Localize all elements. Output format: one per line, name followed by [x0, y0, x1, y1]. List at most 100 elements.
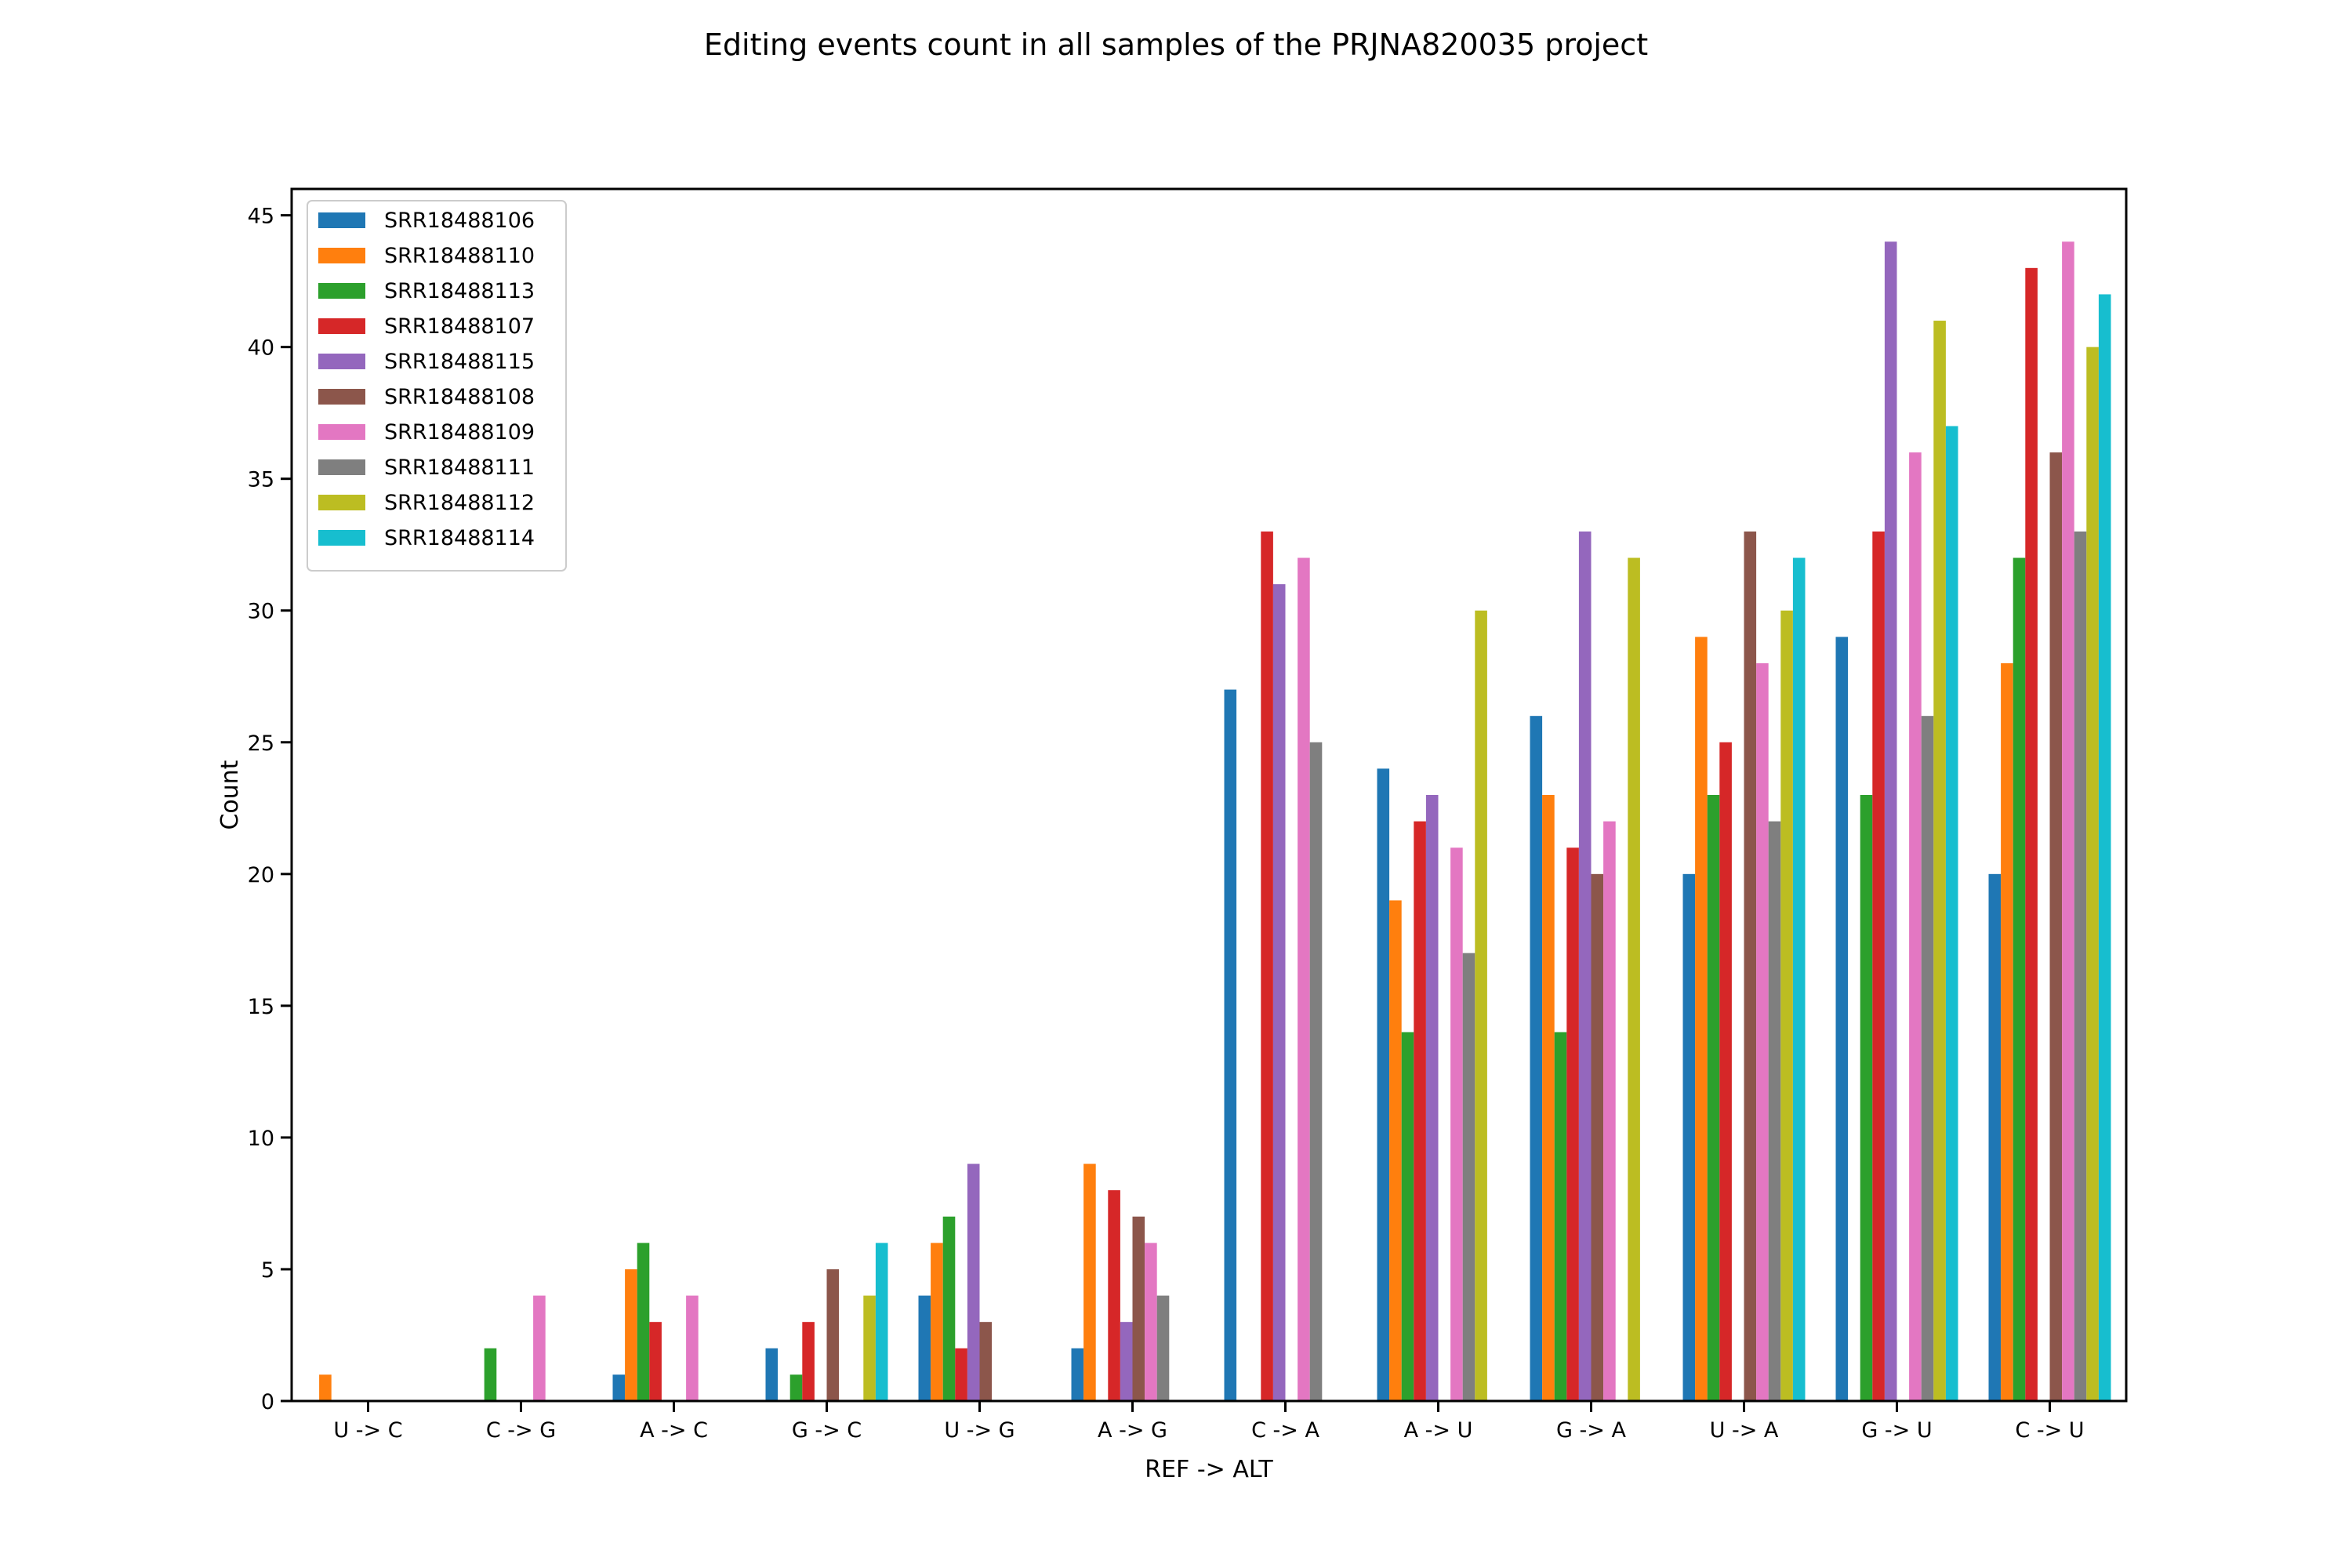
legend-box: [307, 200, 567, 572]
legend-label: SRR18488112: [384, 491, 535, 515]
bar-SRR18488114-11: [2098, 294, 2111, 1402]
x-tick-label: C -> G: [486, 1418, 556, 1443]
bar-SRR18488115-8: [1578, 531, 1592, 1402]
bar-SRR18488112-3: [863, 1295, 876, 1401]
legend-swatch: [318, 318, 365, 334]
legend: SRR18488106 SRR18488110 SRR18488113 SRR1848…: [307, 200, 567, 572]
bar-SRR18488110-7: [1389, 900, 1402, 1401]
x-tick-label: U -> A: [1710, 1418, 1779, 1443]
bar-SRR18488107-5: [1108, 1190, 1120, 1401]
bar-SRR18488112-7: [1475, 610, 1487, 1401]
x-axis-title: REF -> ALT: [1145, 1456, 1273, 1483]
x-tick-label: G -> A: [1556, 1418, 1626, 1443]
bar-SRR18488106-2: [612, 1374, 626, 1401]
x-tick-label: U -> C: [333, 1418, 402, 1443]
bar-SRR18488108-9: [1744, 531, 1757, 1402]
legend-label: SRR18488109: [384, 420, 535, 445]
bar-SRR18488113-7: [1401, 1032, 1414, 1401]
chart-title: Editing events count in all samples of t…: [704, 27, 1648, 62]
legend-label: SRR18488114: [384, 526, 535, 550]
bar-SRR18488106-4: [918, 1295, 931, 1401]
bar-SRR18488106-8: [1530, 716, 1543, 1401]
legend-swatch: [318, 248, 365, 263]
y-tick-label: 35: [248, 468, 274, 492]
legend-label: SRR18488113: [384, 279, 535, 303]
bar-SRR18488106-9: [1682, 873, 1696, 1401]
legend-swatch: [318, 389, 365, 405]
bar-SRR18488115-6: [1272, 584, 1286, 1401]
bar-SRR18488110-11: [2001, 662, 2013, 1401]
bar-SRR18488107-11: [2025, 267, 2038, 1402]
legend-swatch: [318, 530, 365, 546]
x-tick-label: G -> C: [792, 1418, 862, 1443]
y-tick-label: 30: [248, 600, 274, 624]
bar-SRR18488107-6: [1261, 531, 1273, 1402]
bar-SRR18488113-1: [484, 1348, 497, 1401]
bars-layer: [319, 241, 2111, 1402]
legend-label: SRR18488106: [384, 209, 535, 233]
bar-SRR18488106-3: [765, 1348, 779, 1401]
bar-SRR18488107-7: [1414, 821, 1426, 1401]
bar-SRR18488113-3: [789, 1374, 803, 1401]
bar-SRR18488110-0: [319, 1374, 332, 1401]
bar-SRR18488113-4: [942, 1216, 956, 1401]
bar-SRR18488106-7: [1377, 768, 1390, 1401]
y-tick-label: 45: [248, 205, 274, 229]
x-tick-label: G -> U: [1861, 1418, 1932, 1443]
y-tick-label: 15: [248, 995, 274, 1019]
y-axis-title: Count: [216, 760, 244, 829]
bar-SRR18488113-2: [637, 1243, 650, 1401]
y-tick-label: 25: [248, 731, 274, 756]
legend-label: SRR18488108: [384, 385, 535, 409]
legend-label: SRR18488115: [384, 350, 535, 374]
bar-SRR18488106-6: [1224, 689, 1237, 1401]
bar-SRR18488107-8: [1566, 848, 1579, 1401]
bar-SRR18488112-9: [1780, 610, 1793, 1401]
legend-swatch: [318, 354, 365, 369]
x-tick-label: A -> C: [640, 1418, 708, 1443]
bar-SRR18488111-11: [2074, 531, 2087, 1402]
x-tick-label: U -> G: [944, 1418, 1014, 1443]
bar-SRR18488112-11: [2086, 347, 2099, 1401]
legend-swatch: [318, 495, 365, 510]
bar-SRR18488106-11: [1988, 873, 2002, 1401]
bar-SRR18488107-4: [955, 1348, 967, 1401]
bar-SRR18488111-10: [1921, 716, 1934, 1401]
bar-SRR18488109-6: [1298, 557, 1310, 1401]
bar-SRR18488111-9: [1768, 821, 1781, 1401]
bar-SRR18488109-10: [1909, 452, 1922, 1401]
legend-swatch: [318, 459, 365, 475]
x-tick-label: C -> U: [2015, 1418, 2084, 1443]
bar-SRR18488107-10: [1872, 531, 1885, 1402]
legend-label: SRR18488107: [384, 314, 535, 339]
bar-SRR18488113-8: [1554, 1032, 1567, 1401]
bar-SRR18488109-11: [2062, 241, 2074, 1402]
bar-SRR18488110-8: [1542, 795, 1555, 1401]
bar-SRR18488109-5: [1145, 1243, 1157, 1401]
x-tick-label: C -> A: [1251, 1418, 1319, 1443]
bar-SRR18488108-8: [1591, 873, 1604, 1401]
bar-SRR18488107-3: [802, 1322, 815, 1401]
bar-SRR18488106-5: [1071, 1348, 1084, 1401]
bar-SRR18488108-3: [826, 1269, 840, 1401]
y-tick-label: 0: [261, 1390, 274, 1414]
axes-layer: 0 5 10 15 20 25 30 35 40 45 U -> C C -> G A -> C G ->…: [248, 187, 2128, 1443]
bar-SRR18488110-5: [1083, 1163, 1096, 1401]
legend-swatch: [318, 424, 365, 440]
bar-SRR18488106-10: [1835, 637, 1849, 1401]
bar-SRR18488109-2: [686, 1295, 699, 1401]
bar-SRR18488109-1: [533, 1295, 546, 1401]
bar-SRR18488114-9: [1792, 557, 1806, 1401]
bar-SRR18488110-4: [931, 1243, 943, 1401]
bar-SRR18488115-5: [1120, 1322, 1133, 1401]
bar-SRR18488113-10: [1860, 795, 1873, 1401]
bar-SRR18488107-9: [1719, 742, 1732, 1401]
legend-label: SRR18488111: [384, 456, 535, 480]
legend-swatch: [318, 283, 365, 299]
bar-SRR18488108-11: [2049, 452, 2063, 1401]
y-tick-label: 10: [248, 1127, 274, 1151]
bar-SRR18488109-7: [1450, 848, 1463, 1401]
bar-SRR18488115-4: [967, 1163, 980, 1401]
bar-SRR18488115-7: [1425, 795, 1439, 1401]
